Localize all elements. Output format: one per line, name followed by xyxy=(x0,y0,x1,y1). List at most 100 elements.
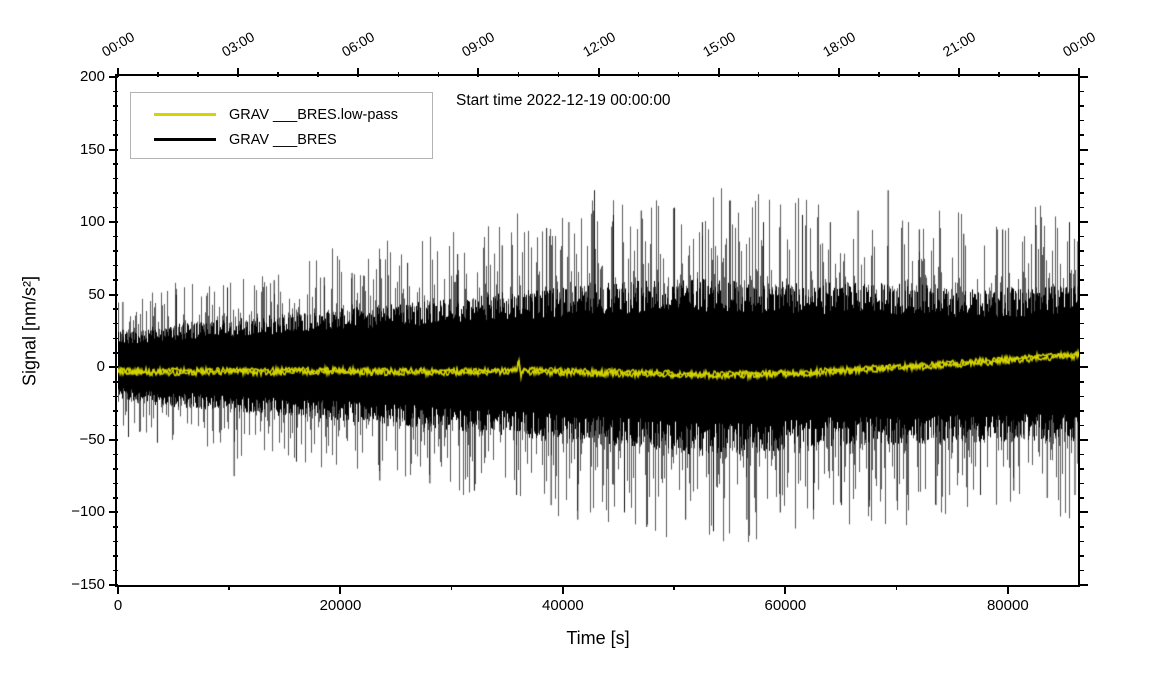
top-time-label: 00:00 xyxy=(98,28,138,60)
tick-mark xyxy=(1079,555,1084,557)
legend-row-lowpass: GRAV ___BRES.low-pass xyxy=(131,102,432,127)
tick-mark xyxy=(113,119,118,122)
tick-mark xyxy=(1079,119,1084,122)
tick-mark xyxy=(517,72,520,77)
tick-mark xyxy=(1079,511,1088,514)
tick-mark xyxy=(477,68,480,77)
x-tick-label: 40000 xyxy=(542,597,584,614)
tick-mark xyxy=(637,72,640,77)
x-tick-label: 60000 xyxy=(764,597,807,614)
top-time-label: 09:00 xyxy=(459,28,498,60)
tick-mark xyxy=(113,497,118,499)
tick-mark xyxy=(1079,221,1088,224)
tick-mark xyxy=(113,468,118,470)
tick-mark xyxy=(1079,381,1084,383)
tick-mark xyxy=(673,585,675,590)
tick-mark xyxy=(1078,68,1080,77)
tick-mark xyxy=(113,206,118,209)
waveform-canvas xyxy=(118,77,1079,585)
lowpass-line-sample xyxy=(154,113,216,116)
tick-mark xyxy=(1079,206,1084,209)
top-time-label: 12:00 xyxy=(579,28,618,60)
tick-mark xyxy=(113,134,118,136)
x-axis-title: Time [s] xyxy=(566,628,630,648)
tick-mark xyxy=(677,72,680,77)
tick-mark xyxy=(1079,438,1088,441)
tick-mark xyxy=(998,72,1000,77)
y-tick-label: −150 xyxy=(71,576,105,593)
tick-mark xyxy=(157,72,159,77)
tick-mark xyxy=(113,308,118,310)
tick-mark xyxy=(1079,308,1084,310)
tick-mark xyxy=(113,279,118,281)
tick-mark xyxy=(1079,148,1088,151)
tick-mark xyxy=(197,72,199,77)
tick-mark xyxy=(1079,526,1084,528)
legend-row-raw: GRAV ___BRES xyxy=(131,127,432,152)
tick-mark xyxy=(450,585,453,590)
tick-mark xyxy=(113,322,118,325)
tick-mark xyxy=(1079,192,1084,194)
x-tick-label: 80000 xyxy=(986,597,1029,614)
tick-mark xyxy=(339,585,342,594)
x-tick-label: 0 xyxy=(113,597,123,614)
tick-mark xyxy=(784,585,787,594)
tick-mark xyxy=(1079,163,1084,165)
tick-mark xyxy=(1038,72,1040,77)
top-time-label: 21:00 xyxy=(939,28,979,60)
tick-mark xyxy=(397,72,400,77)
top-time-label: 18:00 xyxy=(819,28,858,60)
tick-mark xyxy=(1079,250,1084,252)
tick-mark xyxy=(1079,322,1084,325)
tick-mark xyxy=(113,424,118,427)
raw-line-sample xyxy=(154,138,216,141)
tick-mark xyxy=(277,72,279,77)
top-time-label: 00:00 xyxy=(1059,28,1099,60)
tick-mark xyxy=(1079,453,1084,456)
tick-mark xyxy=(597,68,600,77)
tick-mark xyxy=(113,235,118,238)
top-time-label: 06:00 xyxy=(339,28,378,60)
y-tick-label: 100 xyxy=(79,213,105,231)
tick-mark xyxy=(1079,410,1084,412)
tick-mark xyxy=(1079,177,1084,180)
tick-mark xyxy=(109,584,118,586)
tick-mark xyxy=(317,72,319,77)
tick-mark xyxy=(1006,585,1009,594)
tick-mark xyxy=(113,352,118,354)
tick-mark xyxy=(1079,293,1088,296)
tick-mark xyxy=(1079,105,1084,107)
y-tick-label: 150 xyxy=(79,140,105,158)
tick-mark xyxy=(1079,352,1084,354)
tick-mark xyxy=(113,453,118,456)
tick-mark xyxy=(1079,540,1084,543)
tick-mark xyxy=(113,163,118,165)
tick-mark xyxy=(1079,482,1084,485)
tick-mark xyxy=(1079,366,1088,369)
tick-mark xyxy=(109,511,118,514)
tick-mark xyxy=(228,585,230,590)
tick-mark xyxy=(113,569,118,572)
tick-mark xyxy=(1079,424,1084,427)
tick-mark xyxy=(918,72,920,77)
tick-mark xyxy=(109,221,118,224)
tick-mark xyxy=(113,410,118,412)
y-tick-label: 0 xyxy=(96,358,105,376)
tick-mark xyxy=(109,76,118,78)
tick-mark xyxy=(113,381,118,383)
tick-mark xyxy=(113,250,118,252)
tick-mark xyxy=(113,337,118,339)
tick-mark xyxy=(757,72,760,77)
tick-mark xyxy=(837,68,840,77)
tick-mark xyxy=(1079,134,1084,136)
tick-mark xyxy=(1079,264,1084,267)
y-tick-label: 50 xyxy=(88,285,105,303)
tick-mark xyxy=(797,72,800,77)
chart-title: Start time 2022-12-19 00:00:00 xyxy=(456,92,671,109)
tick-mark xyxy=(557,72,560,77)
tick-mark xyxy=(113,540,118,543)
tick-mark xyxy=(113,90,118,93)
top-time-label: 03:00 xyxy=(218,28,258,60)
tick-mark xyxy=(1079,76,1088,78)
tick-mark xyxy=(561,585,564,594)
